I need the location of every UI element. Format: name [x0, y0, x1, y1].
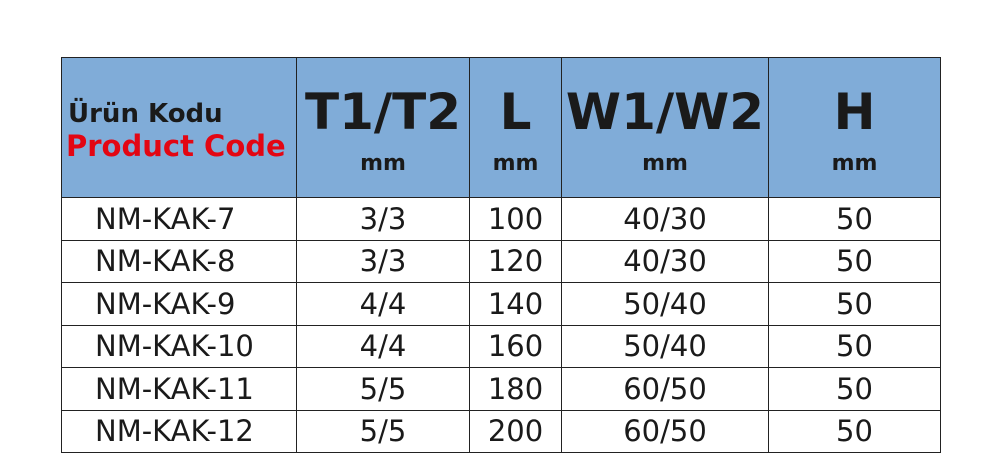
- cell-w1-w2: 40/30: [561, 197, 769, 241]
- cell-t1-t2: 5/5: [296, 409, 470, 453]
- cell-w1-w2: 60/50: [561, 367, 769, 411]
- cell-t1-t2: 3/3: [296, 239, 470, 283]
- cell-product-code: NM-KAK-12: [61, 409, 297, 453]
- header-l: L mm: [469, 57, 562, 198]
- cell-l: 180: [469, 367, 562, 411]
- column-label: W1/W2: [565, 83, 765, 141]
- cell-product-code: NM-KAK-7: [61, 197, 297, 241]
- cell-l: 120: [469, 239, 562, 283]
- column-unit: mm: [360, 151, 406, 176]
- table-row: NM-KAK-11 5/5 180 60/50 50: [61, 367, 941, 411]
- header-h: H mm: [768, 57, 941, 198]
- table-row: NM-KAK-8 3/3 120 40/30 50: [61, 239, 941, 283]
- table-row: NM-KAK-7 3/3 100 40/30 50: [61, 197, 941, 241]
- header-w1-w2: W1/W2 mm: [561, 57, 769, 198]
- cell-product-code: NM-KAK-11: [61, 367, 297, 411]
- cell-l: 160: [469, 324, 562, 368]
- column-label: H: [833, 83, 876, 141]
- table-row: NM-KAK-10 4/4 160 50/40 50: [61, 324, 941, 368]
- header-t1-t2: T1/T2 mm: [296, 57, 470, 198]
- cell-t1-t2: 5/5: [296, 367, 470, 411]
- cell-t1-t2: 3/3: [296, 197, 470, 241]
- cell-h: 50: [768, 282, 941, 326]
- cell-product-code: NM-KAK-10: [61, 324, 297, 368]
- column-label: T1/T2: [304, 83, 462, 141]
- product-code-en-label: Product Code: [66, 128, 286, 163]
- cell-h: 50: [768, 197, 941, 241]
- column-unit: mm: [831, 151, 878, 176]
- cell-w1-w2: 60/50: [561, 409, 769, 453]
- cell-product-code: NM-KAK-9: [61, 282, 297, 326]
- column-unit: mm: [492, 151, 539, 176]
- cell-h: 50: [768, 239, 941, 283]
- cell-h: 50: [768, 367, 941, 411]
- cell-w1-w2: 40/30: [561, 239, 769, 283]
- cell-h: 50: [768, 409, 941, 453]
- cell-product-code: NM-KAK-8: [61, 239, 297, 283]
- column-label: L: [499, 83, 532, 141]
- cell-l: 100: [469, 197, 562, 241]
- cell-h: 50: [768, 324, 941, 368]
- column-unit: mm: [642, 151, 688, 176]
- cell-t1-t2: 4/4: [296, 282, 470, 326]
- product-spec-table: Ürün Kodu Product Code T1/T2 mm L mm W1/…: [61, 57, 941, 453]
- cell-t1-t2: 4/4: [296, 324, 470, 368]
- header-product-code: Ürün Kodu Product Code: [61, 57, 297, 198]
- cell-w1-w2: 50/40: [561, 324, 769, 368]
- table-row: NM-KAK-12 5/5 200 60/50 50: [61, 409, 941, 453]
- cell-l: 200: [469, 409, 562, 453]
- header-row: Ürün Kodu Product Code T1/T2 mm L mm W1/…: [61, 57, 941, 198]
- cell-w1-w2: 50/40: [561, 282, 769, 326]
- cell-l: 140: [469, 282, 562, 326]
- product-code-tr-label: Ürün Kodu: [68, 98, 223, 129]
- table-row: NM-KAK-9 4/4 140 50/40 50: [61, 282, 941, 326]
